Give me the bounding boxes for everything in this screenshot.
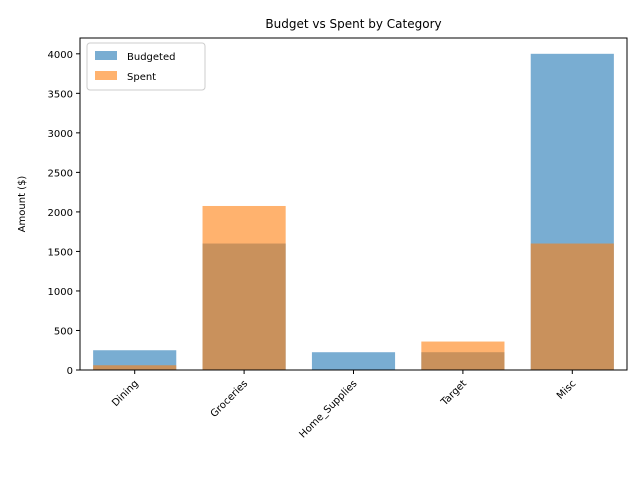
bar-spent-misc: [530, 243, 614, 370]
y-tick-label: 3000: [48, 129, 73, 140]
y-tick-label: 0: [67, 366, 73, 377]
y-tick-label: 4000: [48, 50, 73, 61]
legend-label-budgeted: Budgeted: [127, 52, 175, 63]
bar-budgeted-home_supplies: [311, 352, 396, 370]
y-tick-label: 1500: [48, 247, 73, 258]
bars-group: [93, 53, 614, 371]
y-tick-label: 2000: [48, 208, 73, 219]
chart-title: Budget vs Spent by Category: [265, 17, 441, 31]
legend-swatch-budgeted: [95, 51, 117, 60]
x-tick-label-home_supplies: Home_Supplies: [298, 378, 360, 440]
bar-spent-groceries: [202, 205, 286, 370]
x-tick-label-dining: Dining: [110, 378, 141, 409]
x-tick-label-target: Target: [439, 378, 469, 408]
x-axis-ticks: Dining Groceries Home_Supplies Target Misc: [110, 370, 578, 440]
y-axis-label: Amount ($): [17, 176, 28, 233]
x-tick-label-groceries: Groceries: [209, 378, 250, 419]
plot-frame: [79, 37, 628, 371]
y-tick-label: 500: [54, 326, 73, 337]
bar-spent-target: [421, 341, 505, 370]
legend-label-spent: Spent: [127, 72, 156, 83]
y-tick-label: 2500: [48, 168, 73, 179]
x-tick-label-misc: Misc: [555, 378, 578, 401]
y-tick-label: 1000: [48, 287, 73, 298]
y-tick-label: 3500: [48, 89, 73, 100]
legend: Budgeted Spent: [86, 42, 206, 91]
y-axis-ticks: 0 500 1000 1500 2000 2500 3000 3500 4000: [48, 50, 80, 377]
bar-spent-dining: [93, 365, 177, 370]
bar-budgeted-dining: [93, 350, 177, 370]
legend-swatch-spent: [95, 71, 117, 80]
